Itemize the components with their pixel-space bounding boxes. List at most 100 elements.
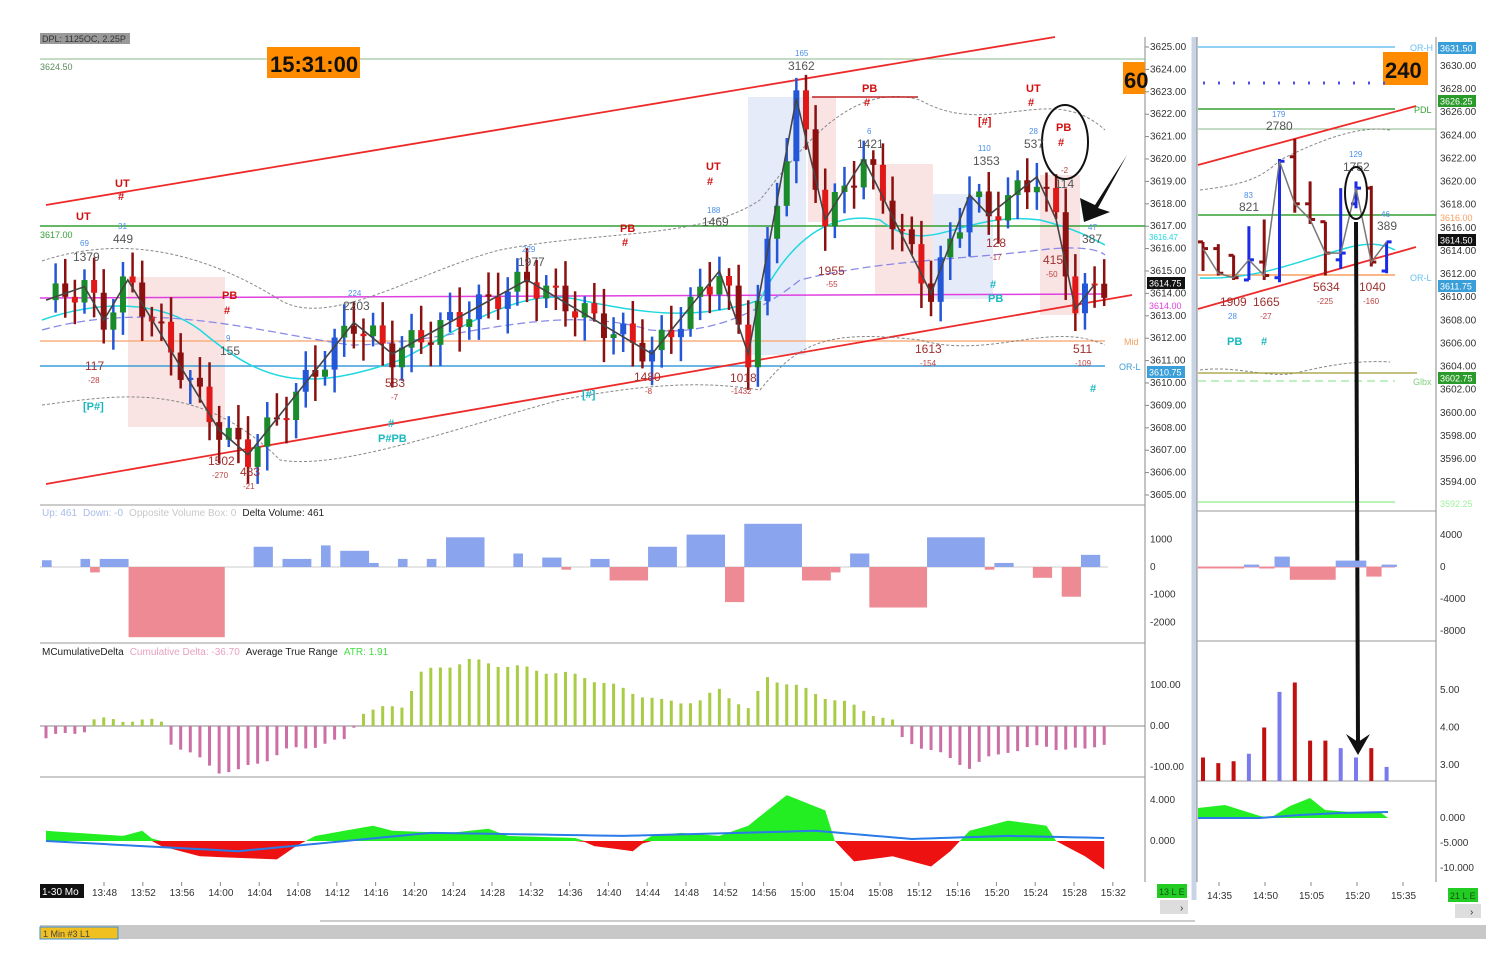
- cumulative-delta-bar: [111, 719, 115, 726]
- arrow-annotation-icon: [1080, 155, 1127, 222]
- swing-delta: -55: [826, 280, 838, 289]
- cumulative-delta-bar: [583, 678, 587, 726]
- candle-body: [793, 90, 800, 162]
- bottom-price: 3592.25: [1440, 499, 1473, 509]
- axis-label: 5.00: [1440, 685, 1460, 696]
- axis-label: 3622.00: [1150, 109, 1187, 120]
- candle-body: [754, 300, 761, 368]
- cumulative-delta-bar: [1064, 726, 1068, 750]
- right-time-axis[interactable]: 14:35 14:50 15:05 15:20 15:35: [1207, 882, 1416, 902]
- cumulative-delta-bar: [804, 687, 808, 726]
- cumulative-delta-bar: [63, 726, 67, 733]
- atr-bar: [1231, 761, 1236, 781]
- last-price: 3614.50: [1440, 236, 1473, 246]
- time-label: 15:12: [907, 888, 932, 899]
- cumulative-delta-bar: [737, 704, 741, 726]
- candle-body: [706, 286, 713, 295]
- axis-label: 4.000: [1150, 795, 1175, 806]
- swing-volume: 483: [240, 465, 260, 479]
- or-l-price-badge: [1147, 366, 1185, 378]
- dpl-label: DPL: 1125OC, 2.25P: [42, 34, 126, 44]
- candle-body: [745, 324, 752, 368]
- candle-body: [264, 417, 271, 447]
- hash-label: #: [990, 279, 996, 291]
- candle-body: [1062, 212, 1069, 277]
- tab-1min[interactable]: [39, 926, 119, 940]
- hash-label: #: [1090, 383, 1096, 395]
- atr-bar: [1216, 763, 1221, 781]
- axis-label: 3607.00: [1150, 445, 1187, 456]
- main-price-axis[interactable]: 3625.00 3624.00 3623.00 3622.00 3621.00 3620.…: [1145, 42, 1187, 501]
- time-label: 15:24: [1023, 888, 1048, 899]
- time-label: 14:28: [480, 888, 505, 899]
- candle-body: [860, 159, 867, 188]
- candle-body: [908, 229, 915, 245]
- candle-body: [658, 329, 665, 351]
- swing-delta: -154: [920, 359, 937, 368]
- glbx-badge: [1438, 372, 1476, 384]
- cumulative-delta-bar: [140, 719, 144, 726]
- candle-body: [254, 446, 261, 467]
- cumulative-delta-bar: [54, 726, 58, 734]
- right-sub-axes: 4000 0 -4000 -8000 5.00 4.00 3.00 0.000 -5.000 -1…: [1440, 530, 1474, 874]
- swing-volume: 1665: [1253, 295, 1280, 309]
- cumulative-delta-bar: [948, 726, 952, 759]
- axis-label: 3594.00: [1440, 477, 1477, 488]
- candle-body: [360, 333, 367, 337]
- cumulative-delta-bar: [323, 726, 327, 744]
- pb-label: PB: [862, 83, 877, 95]
- candle-body: [562, 285, 569, 312]
- tf-240-text: 240: [1385, 58, 1422, 83]
- axis-label: 0.00: [1150, 721, 1170, 732]
- cumulative-delta-bar: [1025, 726, 1029, 748]
- cumulative-delta-bar: [823, 698, 827, 726]
- cumulative-delta-bar: [766, 677, 769, 726]
- candle-body: [629, 323, 636, 343]
- time-label: 14:12: [325, 888, 350, 899]
- main-time-axis[interactable]: 13:48 13:52 13:56 14:00 14:04 14:08 14:12 14:16…: [92, 882, 1126, 899]
- axis-label: 3621.00: [1150, 132, 1187, 143]
- cumulative-delta-bar: [650, 697, 654, 726]
- swing-volume: 117: [85, 359, 104, 373]
- candle-body: [726, 275, 733, 286]
- cumulative-delta-bar: [217, 726, 221, 774]
- delta-volume-bar: [1366, 567, 1382, 577]
- axis-label: 3616.00: [1150, 244, 1187, 255]
- candle-body: [677, 328, 684, 338]
- swing-volume: 1480: [634, 370, 661, 384]
- cumulative-delta-bar: [352, 726, 356, 728]
- delta-volume-bar: [725, 567, 745, 603]
- delta-volume-axis: 1000 0 -1000 -2000: [1150, 534, 1176, 628]
- cumulative-delta-bar: [746, 708, 750, 726]
- axis-label: 3618.00: [1440, 200, 1477, 211]
- delta-volume-bar: [513, 553, 523, 567]
- highlight-circle: [1344, 166, 1368, 220]
- or-h-price: 3631.50: [1440, 44, 1473, 54]
- time-label: 15:32: [1101, 888, 1126, 899]
- tab-1min-label: 1 Min #3 L1: [43, 929, 90, 939]
- right-atr-bars: [1201, 682, 1389, 781]
- delta-volume-bar: [1198, 567, 1244, 569]
- axis-label: 3630.00: [1440, 61, 1477, 72]
- swing-volume: 387: [1082, 232, 1102, 246]
- delta-volume-bar: [128, 567, 225, 638]
- delta-volume-bar: [253, 546, 273, 567]
- orange-price: 3616.00: [1440, 213, 1473, 223]
- cumulative-delta-bar: [573, 673, 577, 726]
- cumulative-delta-bar: [1006, 726, 1010, 753]
- axis-label: 4.00: [1440, 723, 1460, 734]
- cumulative-delta-bar: [919, 726, 923, 749]
- delta-volume-bar: [99, 558, 129, 567]
- scroll-right-button[interactable]: [1455, 904, 1481, 918]
- cumulative-delta-bar: [390, 706, 394, 726]
- time-label: 14:56: [752, 888, 777, 899]
- delta-volume-bar: [686, 534, 726, 567]
- cumulative-delta-bar: [313, 726, 317, 748]
- atr-bar: [1201, 757, 1205, 781]
- vol-down: Down: -0: [83, 508, 123, 519]
- swing-volume: 1613: [915, 342, 942, 356]
- scroll-right-button[interactable]: [1160, 900, 1188, 914]
- oscillator-signal-line: [1198, 811, 1389, 819]
- right-price-axis[interactable]: 3630.00 3628.00 3626.00 3624.00 3622.00 3620.…: [1440, 61, 1477, 488]
- cumulative-delta-bar: [814, 693, 818, 726]
